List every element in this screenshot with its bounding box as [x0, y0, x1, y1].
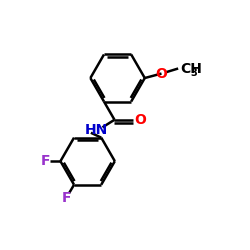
Text: O: O	[134, 113, 146, 127]
Text: F: F	[62, 190, 72, 204]
Text: F: F	[41, 154, 50, 168]
Text: CH: CH	[181, 62, 203, 76]
Text: O: O	[156, 66, 168, 80]
Text: 3: 3	[191, 68, 198, 78]
Text: HN: HN	[85, 123, 108, 137]
